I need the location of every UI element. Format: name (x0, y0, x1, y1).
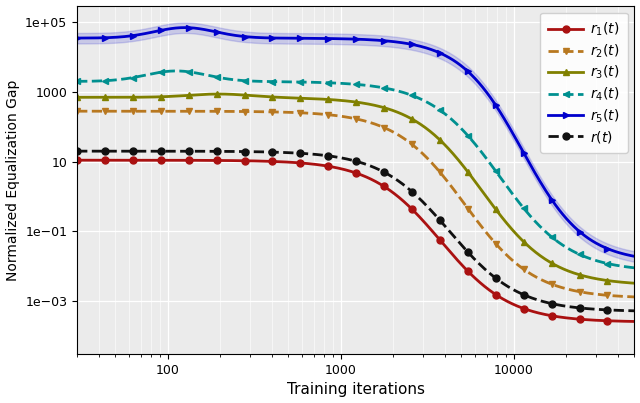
$r_5(t)$ (73, 35, 81, 40)
$r_4(t)$ (172, 69, 180, 73)
$r_4(t)$ (173, 69, 180, 73)
X-axis label: Training iterations: Training iterations (287, 382, 425, 397)
$r_1(t)$ (493, 293, 500, 298)
$r(t)$ (445, 229, 453, 233)
$r_3(t)$ (326, 97, 334, 102)
Line: $r_1(t)$: $r_1(t)$ (74, 157, 638, 325)
Y-axis label: Normalized Equalization Gap: Normalized Equalization Gap (6, 79, 20, 280)
$r(t)$ (216, 149, 224, 154)
$r_4(t)$ (218, 75, 225, 80)
$r_1(t)$ (73, 158, 81, 163)
Line: $r_3(t)$: $r_3(t)$ (74, 91, 638, 287)
$r_3(t)$ (494, 210, 502, 214)
$r_4(t)$ (73, 79, 81, 84)
$r_2(t)$ (493, 242, 500, 247)
Line: $r(t)$: $r(t)$ (74, 147, 638, 314)
$r(t)$ (172, 149, 180, 154)
$r_3(t)$ (403, 114, 410, 118)
$r_2(t)$ (216, 109, 224, 114)
$r_5(t)$ (403, 41, 410, 46)
$r_2(t)$ (73, 109, 81, 114)
$r_1(t)$ (402, 201, 410, 206)
$r_2(t)$ (402, 137, 410, 142)
$r_5(t)$ (446, 56, 454, 61)
$r(t)$ (73, 149, 81, 154)
$r_5(t)$ (326, 36, 334, 41)
$r_3(t)$ (630, 281, 638, 286)
$r_2(t)$ (445, 181, 453, 186)
$r_2(t)$ (630, 295, 638, 299)
Line: $r_5(t)$: $r_5(t)$ (74, 24, 638, 260)
$r_3(t)$ (446, 148, 454, 153)
$r_1(t)$ (445, 249, 453, 253)
$r_2(t)$ (172, 109, 180, 114)
Line: $r_2(t)$: $r_2(t)$ (74, 108, 638, 300)
$r_1(t)$ (325, 164, 333, 169)
$r_5(t)$ (172, 26, 180, 31)
$r(t)$ (325, 154, 333, 158)
$r_2(t)$ (325, 112, 333, 117)
$r_4(t)$ (494, 171, 502, 176)
$r_5(t)$ (218, 31, 225, 35)
$r_3(t)$ (73, 95, 81, 100)
$r(t)$ (402, 184, 410, 189)
$r_4(t)$ (630, 266, 638, 270)
$r_4(t)$ (403, 91, 410, 96)
$r_1(t)$ (630, 319, 638, 324)
$r(t)$ (493, 276, 500, 281)
$r_3(t)$ (218, 91, 225, 96)
$r_3(t)$ (214, 91, 222, 96)
$r_5(t)$ (630, 254, 638, 259)
$r_5(t)$ (494, 106, 502, 110)
$r_4(t)$ (446, 116, 454, 120)
$r_1(t)$ (216, 158, 224, 163)
$r_5(t)$ (181, 25, 189, 30)
$r_4(t)$ (326, 81, 334, 85)
Line: $r_4(t)$: $r_4(t)$ (74, 67, 638, 271)
$r(t)$ (630, 308, 638, 313)
$r_1(t)$ (172, 158, 180, 163)
Legend: $r_1(t)$, $r_2(t)$, $r_3(t)$, $r_4(t)$, $r_5(t)$, $r(t)$: $r_1(t)$, $r_2(t)$, $r_3(t)$, $r_4(t)$, … (540, 12, 627, 153)
$r_3(t)$ (172, 94, 180, 99)
